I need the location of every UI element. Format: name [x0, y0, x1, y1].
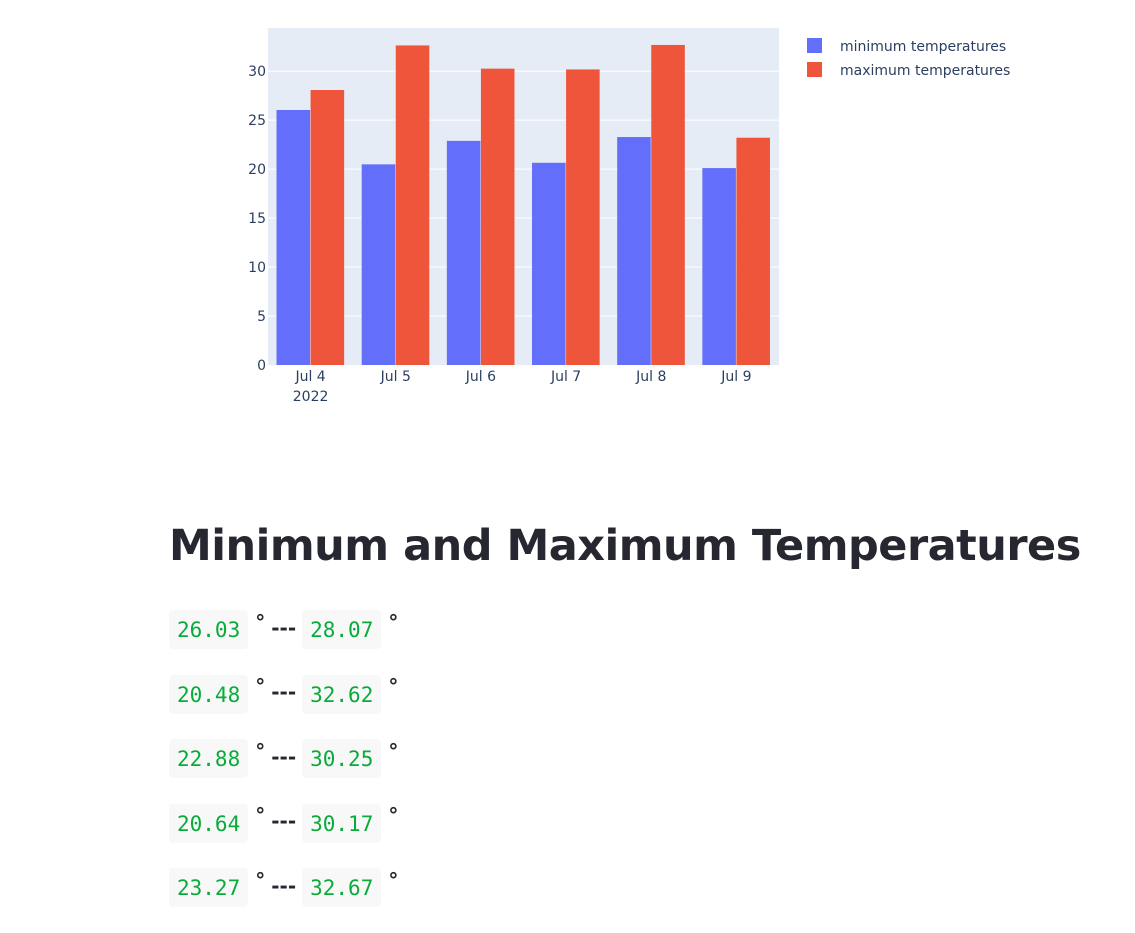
temperature-row: 23.27 ° --- 32.67 °: [169, 868, 969, 907]
temperature-row: 22.88 ° --- 30.25 °: [169, 739, 969, 778]
max-temperature-value: 32.62: [302, 674, 382, 714]
min-temperature-value: 20.64: [169, 803, 249, 843]
bar-max: [395, 45, 430, 365]
bar-max: [651, 44, 685, 365]
bar-min: [276, 109, 311, 366]
bar-max: [736, 137, 770, 365]
degree-symbol: °: [388, 867, 399, 892]
y-tick-label: 5: [257, 309, 266, 325]
temperature-bar-chart: 0 5 10 15 20 25 30 Jul 4 2022 Jul 5 Jul 6 Jul 7 Jul …: [0, 0, 1135, 420]
range-separator: ---: [271, 873, 297, 898]
min-temperature-value: 22.88: [169, 739, 249, 778]
min-temperature-value: 20.48: [169, 674, 249, 714]
min-temperature-value: 23.27: [169, 868, 249, 907]
degree-symbol: °: [255, 867, 266, 892]
min-temperature-value: 26.03: [169, 610, 249, 649]
bar-max: [310, 90, 345, 366]
x-tick-label: Jul 8: [635, 369, 666, 385]
degree-symbol: °: [255, 738, 266, 763]
plot-area: [268, 28, 779, 365]
degree-symbol: °: [255, 609, 266, 634]
legend-swatch: [807, 62, 822, 77]
max-temperature-value: 28.07: [302, 610, 382, 649]
temperature-row: 20.64 ° --- 30.17 °: [169, 803, 969, 843]
x-tick-label: Jul 9: [720, 369, 751, 385]
range-separator: ---: [271, 680, 297, 704]
range-separator: ---: [271, 809, 297, 833]
degree-symbol: °: [255, 803, 266, 827]
bar-min: [617, 137, 651, 365]
max-temperature-value: 30.17: [302, 803, 382, 843]
temperature-list: 26.03 ° --- 28.07 ° 20.48 ° --- 32.62 ° 22.88 ° --- 3…: [169, 610, 969, 933]
legend-swatch: [807, 38, 822, 53]
x-tick-label: Jul 7: [550, 369, 581, 385]
range-separator: ---: [271, 615, 297, 640]
y-tick-label: 15: [248, 211, 266, 227]
bar-min: [532, 162, 566, 365]
x-tick-label: Jul 5: [380, 369, 411, 385]
y-tick-label: 10: [248, 260, 266, 276]
x-tick-label: Jul 4 2022: [293, 369, 329, 405]
legend-label: maximum temperatures: [840, 63, 1010, 79]
bar-min: [446, 140, 481, 365]
bar-min: [361, 164, 396, 365]
y-tick-label: 20: [248, 162, 266, 178]
bar-max: [480, 68, 515, 366]
max-temperature-value: 32.67: [302, 868, 382, 907]
degree-symbol: °: [255, 674, 266, 698]
x-tick-label: Jul 6: [465, 369, 496, 385]
degree-symbol: °: [388, 803, 399, 827]
y-tick-label: 25: [248, 113, 266, 129]
temperature-row: 20.48 ° --- 32.62 °: [169, 674, 969, 714]
degree-symbol: °: [388, 738, 399, 763]
y-tick-label: 0: [257, 358, 266, 374]
temperature-row: 26.03 ° --- 28.07 °: [169, 610, 969, 649]
degree-symbol: °: [388, 609, 399, 634]
page-heading: Minimum and Maximum Temperatures: [169, 521, 1081, 571]
bar-max: [566, 69, 600, 366]
bar-min: [702, 168, 736, 365]
range-separator: ---: [271, 744, 297, 769]
max-temperature-value: 30.25: [302, 739, 382, 778]
legend-label: minimum temperatures: [840, 39, 1006, 55]
degree-symbol: °: [388, 674, 399, 698]
y-tick-label: 30: [248, 64, 266, 80]
chart-svg: 0 5 10 15 20 25 30 Jul 4 2022 Jul 5 Jul 6 Jul 7 Jul …: [248, 28, 1010, 405]
